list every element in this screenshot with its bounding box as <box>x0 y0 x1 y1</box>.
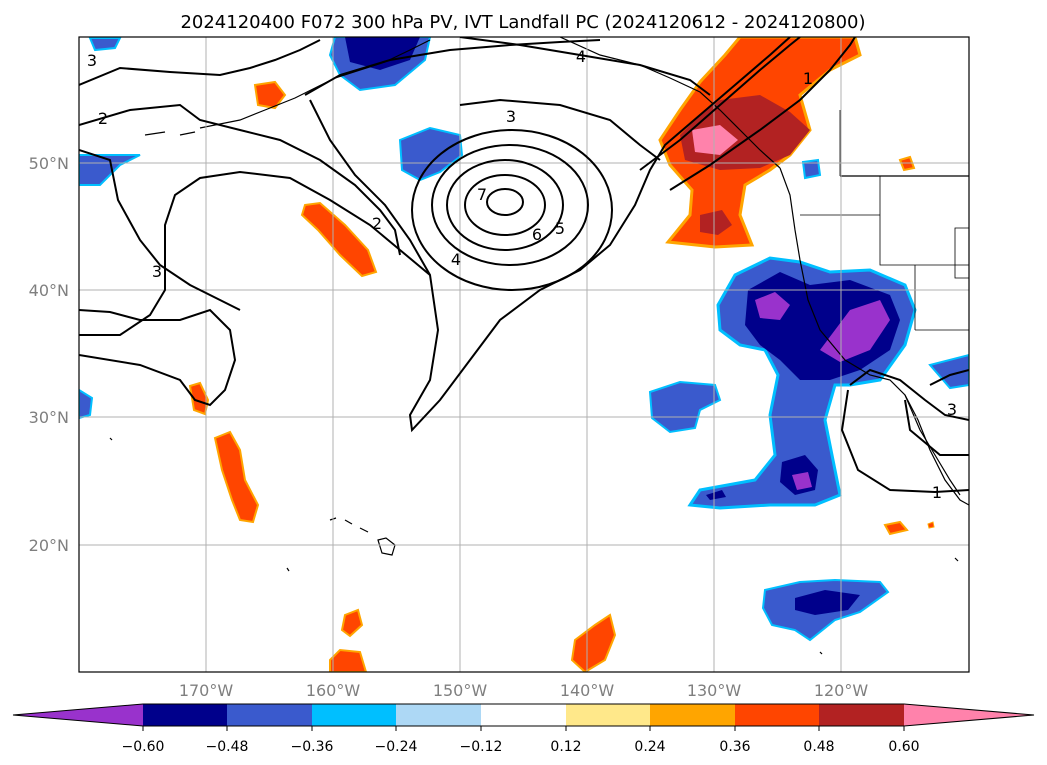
contour-label: 3 <box>506 107 516 126</box>
lon-label: 130°W <box>687 681 742 700</box>
colorbar-tick-label: −0.12 <box>460 739 503 755</box>
latitude-labels: 50°N 40°N 30°N 20°N <box>29 154 69 555</box>
colorbar-tick-label: 0.24 <box>634 739 665 755</box>
contour-label: 6 <box>532 225 542 244</box>
contour-label: 7 <box>477 185 487 204</box>
contour-label: 3 <box>947 400 957 419</box>
colorbar-segment <box>566 704 650 726</box>
colorbar-segment <box>481 704 566 726</box>
lon-label: 150°W <box>433 681 488 700</box>
colorbar-tick-label: 0.48 <box>803 739 834 755</box>
longitude-labels: 170°W 160°W 150°W 140°W 130°W 120°W <box>179 681 869 700</box>
contour-label: 1 <box>932 483 942 502</box>
contour-label: 4 <box>576 47 586 66</box>
contour-label: 5 <box>555 219 565 238</box>
colorbar-tick-label: −0.24 <box>375 739 418 755</box>
colorbar-tick-label: −0.48 <box>206 739 249 755</box>
colorbar-tick-label: 0.12 <box>550 739 581 755</box>
colorbar-segments <box>12 703 1035 727</box>
contour-label: 3 <box>152 262 162 281</box>
colorbar-ticks <box>142 726 905 731</box>
colorbar-segment <box>312 704 396 726</box>
lon-label: 170°W <box>179 681 234 700</box>
lat-label: 40°N <box>29 281 69 300</box>
colorbar-extend-low <box>13 704 143 726</box>
colorbar-segment <box>650 704 735 726</box>
colorbar-segment <box>227 704 312 726</box>
lon-label: 160°W <box>306 681 361 700</box>
contour-label: 2 <box>98 109 108 128</box>
figure-title: 2024120400 F072 300 hPa PV, IVT Landfall… <box>180 12 865 33</box>
colorbar-extend-high <box>904 704 1034 726</box>
map-frame <box>78 36 970 673</box>
contour-label: 2 <box>372 214 382 233</box>
colorbar-tick-label: −0.60 <box>122 739 165 755</box>
colorbar-tick-label: 0.36 <box>719 739 750 755</box>
colorbar-segment <box>143 704 227 726</box>
lat-label: 20°N <box>29 536 69 555</box>
map-panel: 2 3 3 3 4 4 5 6 7 2 3 1 1 50°N 40°N 30°N… <box>29 36 970 700</box>
negative-anomaly-regions <box>79 37 969 642</box>
pv-contours <box>79 37 969 494</box>
pv-contour-labels: 2 3 3 3 4 4 5 6 7 2 3 1 1 <box>87 47 957 502</box>
contour-label: 1 <box>803 69 813 88</box>
lat-label: 30°N <box>29 408 69 427</box>
lon-label: 140°W <box>560 681 615 700</box>
colorbar-tick-label: 0.60 <box>888 739 919 755</box>
lon-label: 120°W <box>814 681 869 700</box>
contour-label: 4 <box>451 250 461 269</box>
lat-label: 50°N <box>29 154 69 173</box>
positive-anomaly-regions <box>188 37 935 672</box>
colorbar-segment <box>819 704 904 726</box>
colorbar-tick-label: −0.36 <box>291 739 334 755</box>
colorbar-segment <box>396 704 481 726</box>
contour-label: 3 <box>87 51 97 70</box>
colorbar-segment <box>735 704 819 726</box>
colorbar: −0.60 −0.48 −0.36 −0.24 −0.12 0.12 0.24 … <box>12 703 1035 755</box>
